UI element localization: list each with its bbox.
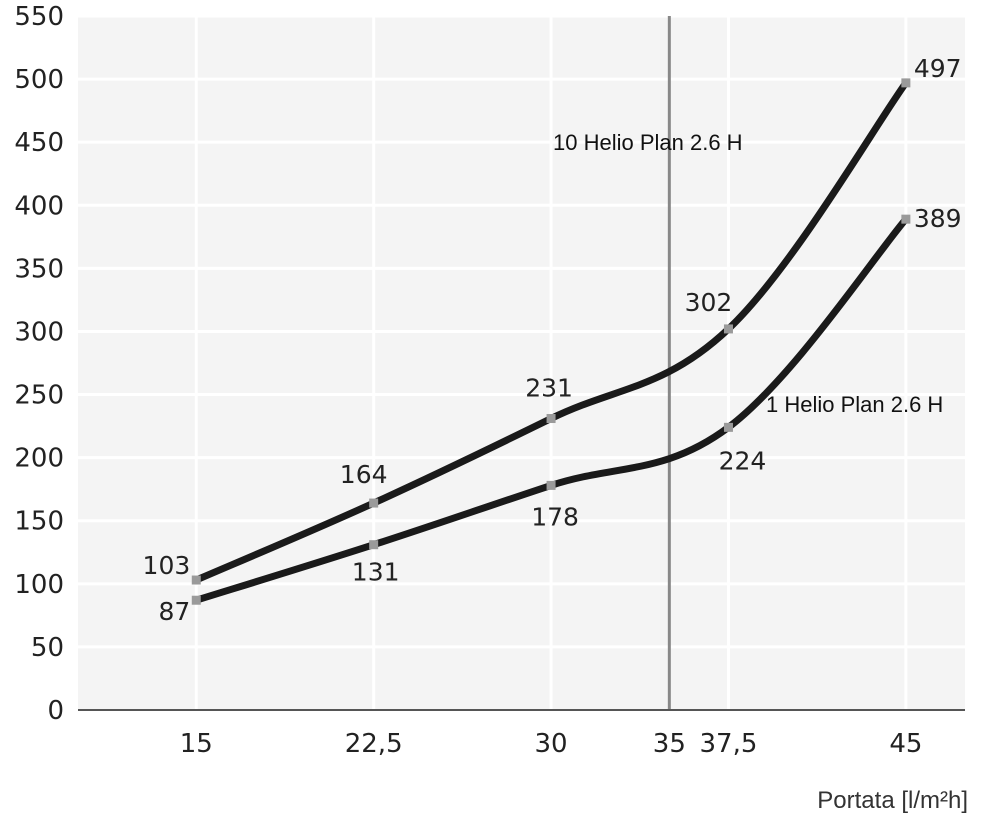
y-tick-label: 100 (14, 570, 64, 600)
data-point (546, 414, 556, 424)
y-tick-label: 150 (14, 507, 64, 537)
x-axis-ticks: 15 22,5 30 35 37,5 45 (180, 729, 923, 759)
data-label: 231 (525, 374, 573, 403)
data-labels: 103 164 231 302 497 87 131 178 224 389 (143, 54, 962, 626)
data-point (369, 540, 379, 550)
data-label: 103 (143, 551, 191, 580)
data-label: 302 (685, 288, 733, 317)
x-tick-label: 15 (180, 729, 213, 759)
data-label: 497 (914, 54, 962, 83)
data-label: 224 (719, 446, 767, 475)
x-axis-label: Portata [l/m²h] (817, 787, 968, 814)
y-tick-label: 0 (47, 696, 64, 726)
y-tick-label: 400 (14, 191, 64, 221)
data-point (369, 498, 379, 508)
y-tick-label: 300 (14, 317, 64, 347)
y-tick-label: 350 (14, 254, 64, 284)
data-label: 87 (158, 597, 190, 626)
y-tick-label: 500 (14, 65, 64, 95)
x-tick-label: 37,5 (700, 729, 758, 759)
y-tick-label: 250 (14, 381, 64, 411)
data-point (546, 480, 556, 490)
series-name-label: 1 Helio Plan 2.6 H (766, 392, 943, 417)
y-axis-ticks: 0 50 100 150 200 250 300 350 400 450 500 550 (14, 2, 64, 726)
x-tick-label: 22,5 (345, 729, 403, 759)
x-tick-label: 30 (535, 729, 568, 759)
series-line (192, 215, 910, 604)
data-label: 164 (340, 460, 388, 489)
series-name-label: 10 Helio Plan 2.6 H (553, 130, 743, 155)
data-point (723, 324, 733, 334)
y-tick-label: 50 (31, 633, 64, 663)
data-label: 389 (914, 204, 962, 233)
series-markers (191, 78, 911, 605)
data-point (901, 214, 911, 224)
y-tick-label: 450 (14, 128, 64, 158)
x-tick-label: 45 (889, 729, 922, 759)
series-annotations: 10 Helio Plan 2.6 H 1 Helio Plan 2.6 H (553, 130, 943, 417)
plot-area (78, 16, 965, 710)
y-tick-label: 550 (14, 2, 64, 32)
data-point (723, 422, 733, 432)
grid (78, 14, 965, 710)
data-point (191, 575, 201, 585)
data-point (901, 78, 911, 88)
series-lines (192, 79, 910, 604)
data-label: 178 (531, 502, 579, 531)
data-label: 131 (352, 558, 400, 587)
data-point (191, 595, 201, 605)
series-line (192, 79, 910, 584)
y-tick-label: 200 (14, 444, 64, 474)
x-tick-label: 35 (653, 729, 686, 759)
